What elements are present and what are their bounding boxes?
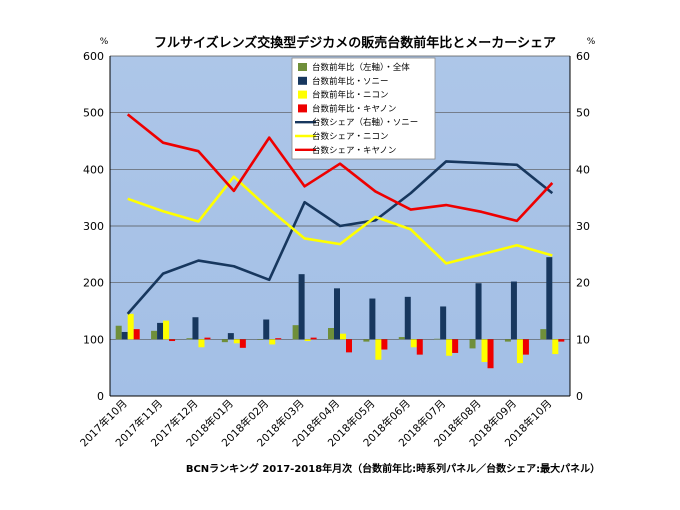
line-series-1	[127, 175, 553, 265]
legend-label-line-0: 台数シェア（右軸）・ソニー	[312, 117, 418, 128]
bar-series-1-point-3	[227, 333, 234, 340]
right-tick-labels: 0 10 20 30 40 50 60	[576, 50, 590, 403]
bar-series-3-point-12	[558, 339, 565, 342]
bar-series-0-point-10	[469, 339, 476, 349]
legend-label-line-1: 台数シェア・ニコン	[312, 131, 389, 142]
bar-series-1-point-5	[298, 274, 305, 340]
left-tick-label: 100	[83, 333, 104, 346]
bar-series-2-point-6	[340, 333, 346, 340]
left-tick-label: 600	[83, 50, 104, 63]
bar-series-3-point-4	[275, 338, 282, 340]
bar-series-group	[115, 257, 565, 369]
bar-series-1-point-1	[157, 322, 164, 340]
chart-title: フルサイズレンズ交換型デジカメの販売台数前年比とメーカーシェア	[154, 35, 556, 51]
bar-series-3-point-11	[522, 339, 529, 355]
right-tick-label: 0	[576, 390, 583, 403]
bar-series-1-point-4	[263, 319, 270, 340]
bar-series-2-point-9	[446, 339, 453, 356]
legend: 台数前年比（左軸）・全体台数前年比・ソニー台数前年比・ニコン台数前年比・キヤノン…	[291, 57, 436, 160]
legend-label-bar-3: 台数前年比・キヤノン	[312, 103, 396, 114]
legend-label-bar-1: 台数前年比・ソニー	[312, 76, 389, 87]
bar-series-3-point-10	[487, 339, 494, 369]
bar-series-0-point-2	[186, 338, 193, 340]
legend-swatch-bar-2	[298, 90, 307, 99]
legend-label-bar-0: 台数前年比（左軸）・全体	[312, 62, 410, 73]
bar-series-1-point-8	[404, 296, 411, 340]
bar-series-2-point-0	[127, 313, 134, 340]
bar-series-3-point-9	[452, 339, 459, 353]
legend-label-line-2: 台数シェア・キヤノン	[312, 145, 396, 156]
bar-series-1-point-2	[192, 317, 199, 340]
bar-series-0-point-7	[363, 339, 370, 342]
left-tick-labels: 0 100 200 300 400 500 600	[83, 50, 104, 403]
bar-series-0-point-3	[221, 339, 228, 343]
left-tick-label: 300	[83, 220, 104, 233]
bar-series-2-point-4	[269, 339, 276, 345]
bar-series-0-point-6	[328, 328, 334, 340]
legend-swatch-bar-1	[298, 76, 307, 85]
left-tick-label: 400	[83, 163, 104, 176]
right-tick-label: 10	[576, 333, 590, 346]
bar-series-0-point-12	[540, 329, 547, 340]
legend-swatch-bar-3	[298, 104, 307, 113]
bar-series-1-point-11	[510, 281, 517, 340]
bar-series-1-point-0	[121, 331, 128, 340]
bar-series-1-point-7	[369, 298, 376, 340]
bar-series-0-point-9	[434, 338, 441, 340]
right-tick-label: 50	[576, 107, 590, 120]
right-tick-label: 20	[576, 277, 590, 290]
bar-series-0-point-11	[504, 339, 511, 342]
footnote: BCNランキング 2017-2018年月次（台数前年比:時系列パネル／台数シェア…	[186, 462, 600, 475]
line-series-group	[126, 113, 554, 315]
legend-swatch-bar-0	[298, 63, 307, 71]
bar-series-2-point-5	[304, 339, 311, 342]
bar-series-2-point-2	[198, 339, 205, 348]
legend-items: 台数前年比（左軸）・全体台数前年比・ソニー台数前年比・ニコン台数前年比・キヤノン…	[295, 62, 418, 156]
bar-series-1-point-12	[546, 257, 553, 340]
bar-series-3-point-2	[204, 337, 211, 340]
bar-series-0-point-0	[115, 325, 122, 340]
right-tick-label: 60	[576, 50, 590, 63]
left-axis-unit: %	[100, 37, 109, 47]
left-tick-label: 200	[83, 277, 104, 290]
left-tick-label: 0	[97, 390, 104, 403]
bar-series-0-point-5	[292, 325, 299, 340]
line-series-2	[126, 113, 554, 223]
bar-series-3-point-3	[239, 339, 246, 348]
bar-series-1-point-9	[440, 306, 447, 340]
left-tick-label: 500	[83, 107, 104, 120]
bar-series-2-point-11	[516, 339, 523, 364]
bar-series-0-point-4	[257, 339, 264, 340]
legend-label-bar-2: 台数前年比・ニコン	[312, 90, 389, 101]
bar-series-3-point-0	[133, 329, 140, 340]
bar-series-3-point-7	[381, 339, 388, 350]
x-tick-labels: 2017年10月2017年11月2017年12月2018年01月2018年02月…	[77, 397, 554, 449]
bar-series-3-point-8	[416, 339, 423, 355]
bar-series-2-point-12	[552, 339, 559, 355]
right-tick-label: 30	[576, 220, 590, 233]
bar-series-2-point-8	[410, 339, 417, 348]
bar-series-2-point-1	[163, 320, 170, 340]
bar-series-1-point-10	[475, 283, 482, 340]
bar-series-0-point-8	[398, 337, 405, 340]
bar-series-0-point-1	[151, 330, 158, 340]
bar-series-2-point-3	[233, 339, 240, 344]
bar-series-2-point-10	[481, 339, 488, 362]
line-series-0	[126, 160, 554, 315]
bar-series-2-point-7	[375, 339, 382, 360]
bar-series-3-point-5	[310, 337, 317, 340]
bar-series-1-point-6	[334, 288, 340, 340]
right-tick-label: 40	[576, 163, 590, 176]
bar-series-3-point-1	[169, 339, 176, 342]
legend-box	[291, 57, 436, 160]
bar-series-3-point-6	[346, 339, 352, 353]
right-axis-unit: %	[587, 37, 596, 47]
